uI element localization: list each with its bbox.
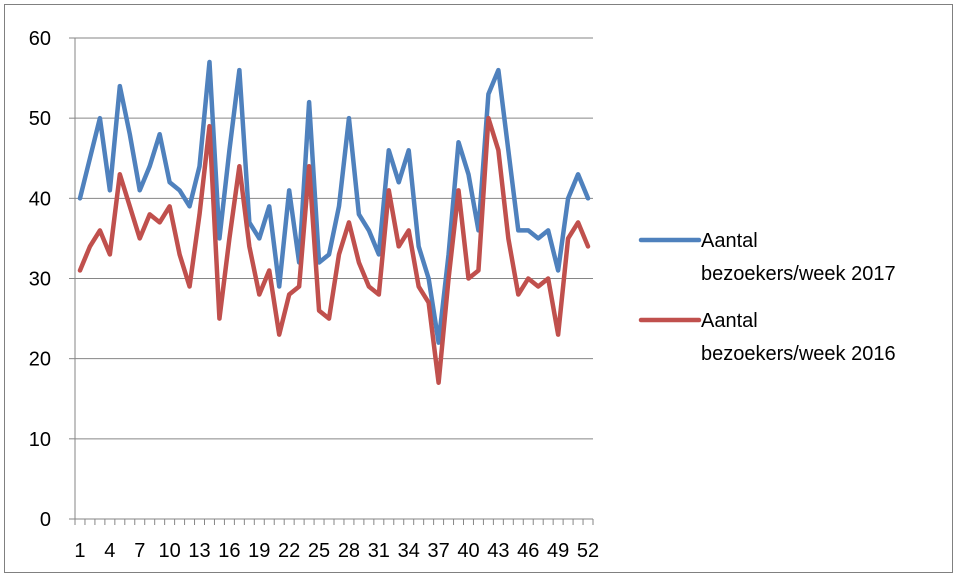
y-tick-label: 50 (29, 108, 51, 130)
chart-frame (4, 4, 953, 573)
series-line-1 (77, 59, 591, 345)
y-tick-label: 0 (40, 509, 51, 531)
x-tick-label: 49 (547, 540, 569, 562)
legend-label-2-line2: bezoekers/week 2016 (701, 343, 896, 365)
y-tick-label: 20 (29, 349, 51, 371)
x-tick-label: 31 (368, 540, 390, 562)
legend-label-2: Aantal (701, 310, 758, 332)
x-tick-label: 16 (218, 540, 240, 562)
y-tick-label: 30 (29, 269, 51, 291)
x-tick-label: 37 (427, 540, 449, 562)
legend-label-1-line2: bezoekers/week 2017 (701, 263, 896, 285)
x-tick-label: 1 (74, 540, 85, 562)
x-tick-label: 22 (278, 540, 300, 562)
legend-label-1: Aantal (701, 230, 758, 252)
x-tick-label: 4 (104, 540, 115, 562)
x-tick-label: 34 (398, 540, 420, 562)
x-tick-label: 10 (159, 540, 181, 562)
series-line-2 (77, 115, 591, 385)
x-tick-label: 46 (517, 540, 539, 562)
y-tick-label: 10 (29, 429, 51, 451)
x-tick-label: 40 (457, 540, 479, 562)
x-tick-label: 13 (188, 540, 210, 562)
y-tick-label: 40 (29, 188, 51, 210)
x-tick-label: 28 (338, 540, 360, 562)
x-tick-label: 43 (487, 540, 509, 562)
y-tick-label: 60 (29, 28, 51, 50)
x-tick-label: 25 (308, 540, 330, 562)
x-tick-label: 52 (577, 540, 599, 562)
x-tick-label: 7 (134, 540, 145, 562)
x-tick-label: 19 (248, 540, 270, 562)
